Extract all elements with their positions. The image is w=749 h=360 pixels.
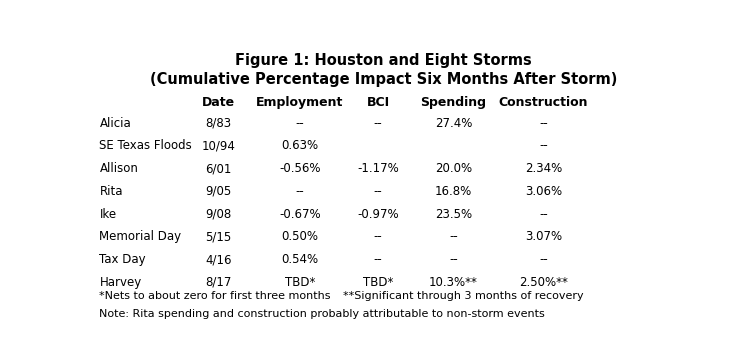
Text: (Cumulative Percentage Impact Six Months After Storm): (Cumulative Percentage Impact Six Months… [151, 72, 617, 87]
Text: --: -- [295, 185, 304, 198]
Text: Employment: Employment [256, 96, 343, 109]
Text: 4/16: 4/16 [205, 253, 231, 266]
Text: Note: Rita spending and construction probably attributable to non-storm events: Note: Rita spending and construction pro… [100, 309, 545, 319]
Text: Date: Date [202, 96, 235, 109]
Text: -1.17%: -1.17% [357, 162, 399, 175]
Text: --: -- [539, 117, 548, 130]
Text: --: -- [539, 139, 548, 152]
Text: --: -- [449, 253, 458, 266]
Text: -0.67%: -0.67% [279, 208, 321, 221]
Text: --: -- [374, 230, 383, 243]
Text: 23.5%: 23.5% [435, 208, 472, 221]
Text: 3.07%: 3.07% [525, 230, 562, 243]
Text: TBD*: TBD* [285, 276, 315, 289]
Text: Ike: Ike [100, 208, 117, 221]
Text: 20.0%: 20.0% [435, 162, 472, 175]
Text: Construction: Construction [499, 96, 588, 109]
Text: TBD*: TBD* [363, 276, 393, 289]
Text: -0.56%: -0.56% [279, 162, 321, 175]
Text: 0.54%: 0.54% [281, 253, 318, 266]
Text: 2.34%: 2.34% [525, 162, 562, 175]
Text: 10.3%**: 10.3%** [429, 276, 478, 289]
Text: **Significant through 3 months of recovery: **Significant through 3 months of recove… [343, 291, 584, 301]
Text: --: -- [539, 253, 548, 266]
Text: 8/17: 8/17 [205, 276, 231, 289]
Text: Rita: Rita [100, 185, 123, 198]
Text: 9/05: 9/05 [205, 185, 231, 198]
Text: *Nets to about zero for first three months: *Nets to about zero for first three mont… [100, 291, 331, 301]
Text: -0.97%: -0.97% [357, 208, 399, 221]
Text: SE Texas Floods: SE Texas Floods [100, 139, 192, 152]
Text: --: -- [449, 230, 458, 243]
Text: 9/08: 9/08 [205, 208, 231, 221]
Text: 0.50%: 0.50% [281, 230, 318, 243]
Text: Figure 1: Houston and Eight Storms: Figure 1: Houston and Eight Storms [235, 53, 533, 68]
Text: Memorial Day: Memorial Day [100, 230, 181, 243]
Text: BCI: BCI [366, 96, 389, 109]
Text: 6/01: 6/01 [205, 162, 231, 175]
Text: Alicia: Alicia [100, 117, 131, 130]
Text: --: -- [539, 208, 548, 221]
Text: 10/94: 10/94 [201, 139, 235, 152]
Text: --: -- [374, 117, 383, 130]
Text: --: -- [374, 185, 383, 198]
Text: Harvey: Harvey [100, 276, 142, 289]
Text: 16.8%: 16.8% [435, 185, 472, 198]
Text: 0.63%: 0.63% [281, 139, 318, 152]
Text: Allison: Allison [100, 162, 139, 175]
Text: 3.06%: 3.06% [525, 185, 562, 198]
Text: 5/15: 5/15 [205, 230, 231, 243]
Text: --: -- [374, 253, 383, 266]
Text: 2.50%**: 2.50%** [519, 276, 568, 289]
Text: Tax Day: Tax Day [100, 253, 146, 266]
Text: 27.4%: 27.4% [435, 117, 472, 130]
Text: 8/83: 8/83 [205, 117, 231, 130]
Text: Spending: Spending [420, 96, 487, 109]
Text: --: -- [295, 117, 304, 130]
